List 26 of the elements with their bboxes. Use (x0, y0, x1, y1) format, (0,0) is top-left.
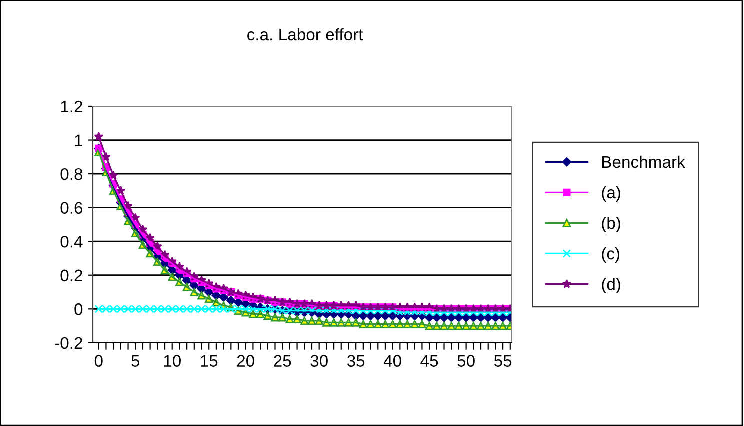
legend-label: (c) (602, 247, 620, 264)
x-tick-label: 5 (132, 355, 140, 367)
chart-title: c.a. Labor effort (248, 28, 364, 41)
y-tick-label: 1 (75, 134, 82, 146)
x-tick-label: 40 (384, 355, 402, 367)
legend-label: (a) (602, 186, 620, 202)
x-tick-label: 30 (310, 355, 328, 367)
legend-label: (d) (602, 278, 620, 294)
x-tick-label: 20 (237, 355, 254, 367)
y-tick-label: -0.2 (55, 337, 82, 350)
x-tick-label: 10 (164, 355, 181, 367)
x-tick-label: 0 (94, 355, 103, 367)
legend-label: (b) (602, 216, 620, 232)
x-tick-label: 50 (458, 355, 475, 367)
x-tick-label: 15 (201, 355, 218, 367)
y-tick-label: 0.8 (60, 168, 83, 180)
legend-label: Benchmark (602, 156, 686, 168)
x-tick-label: 55 (494, 355, 512, 367)
x-tick-label: 25 (274, 355, 292, 367)
y-tick-label: 1.2 (61, 100, 82, 113)
y-tick-label: 0.2 (60, 270, 82, 282)
x-tick-label: 35 (347, 355, 365, 367)
y-tick-label: 0 (74, 304, 83, 316)
x-tick-label: 45 (420, 355, 438, 367)
y-tick-label: 0.6 (60, 202, 83, 214)
y-tick-label: 0.4 (60, 236, 83, 248)
